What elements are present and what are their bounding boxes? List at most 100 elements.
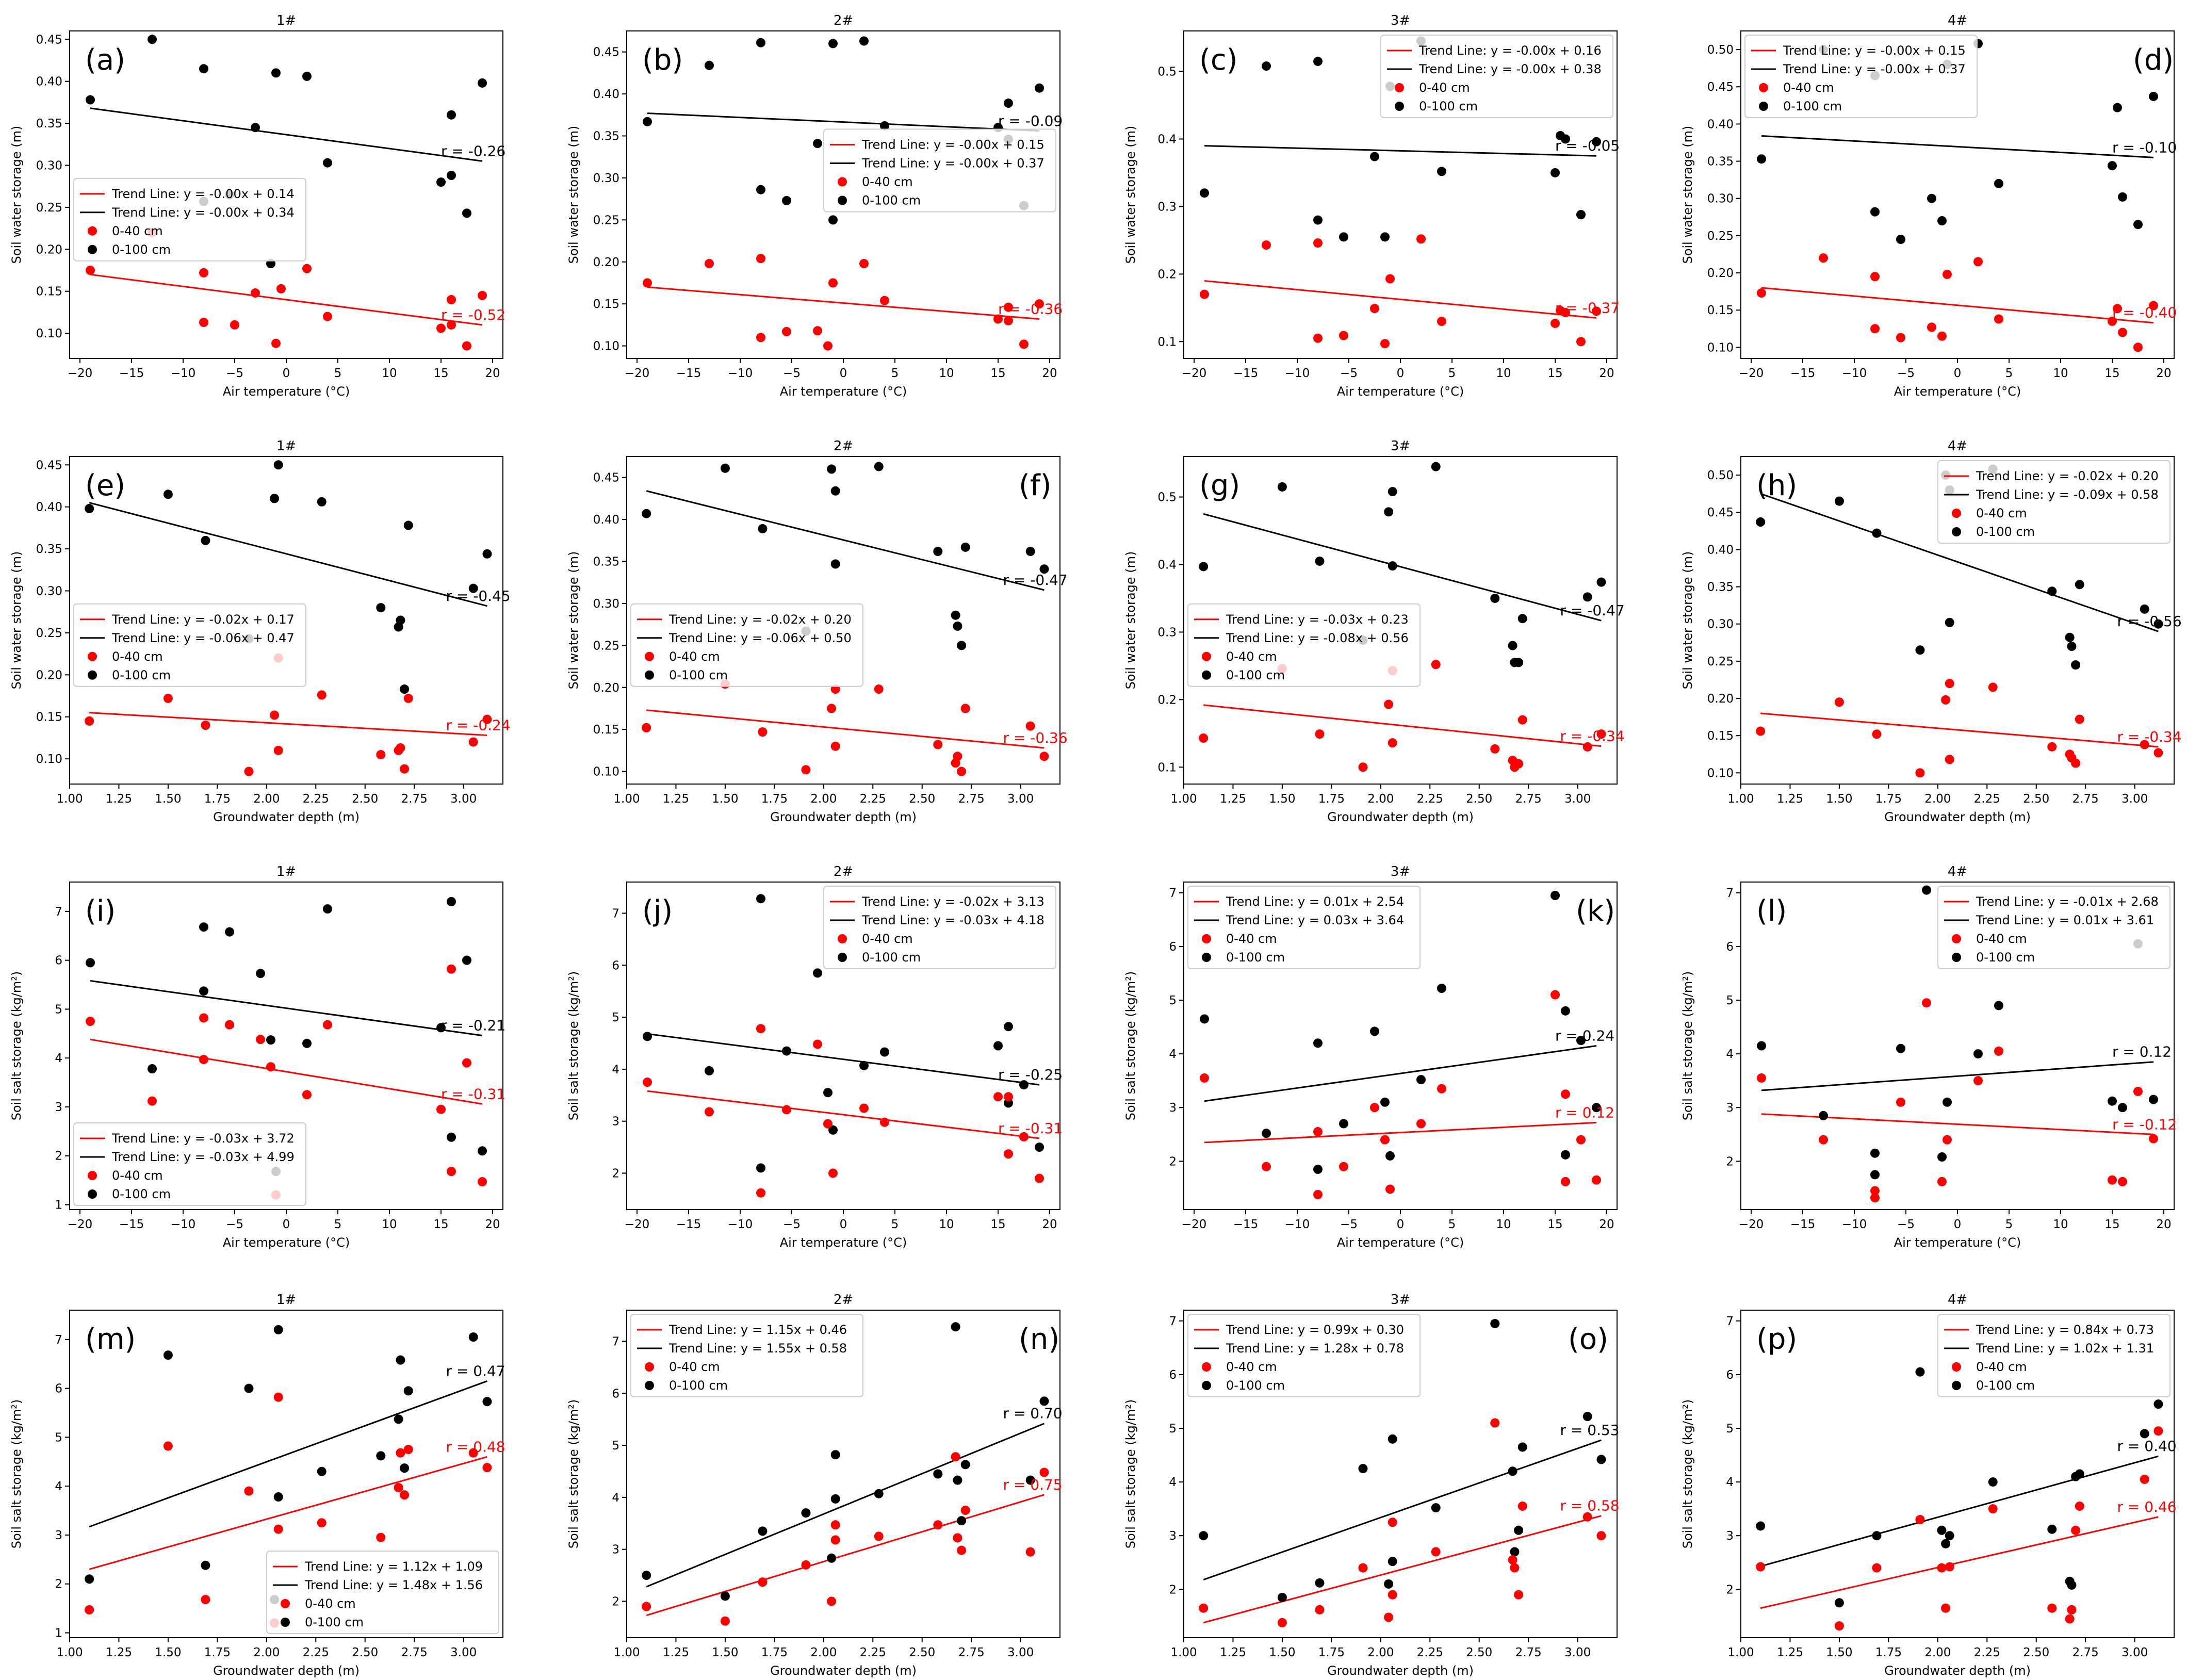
- point-shallow: [756, 254, 765, 264]
- point-shallow: [1019, 339, 1029, 349]
- y-tick-label: 7: [612, 1335, 619, 1348]
- point-shallow: [1199, 1603, 1209, 1613]
- legend-deep-swatch: [1952, 527, 1961, 536]
- legend-shallow-label: 0-40 cm: [862, 175, 913, 189]
- point-shallow: [1937, 1177, 1947, 1186]
- point-shallow: [1756, 1562, 1766, 1572]
- trend-line-deep: [89, 1380, 487, 1528]
- y-tick-label: 0.30: [1707, 192, 1734, 206]
- point-shallow: [1757, 1073, 1766, 1083]
- panel-f: 2# 1.00 1.25 1.50 1.75 2.00 2.25 2.50 2.75 3.00 0.…: [566, 438, 1068, 824]
- point-deep: [256, 969, 265, 978]
- x-tick-label: 2.00: [1924, 792, 1951, 806]
- x-axis-label: Air temperature (°C): [1894, 1235, 2021, 1250]
- point-deep: [244, 1383, 254, 1393]
- legend: Trend Line: y = 0.99x + 0.30 Trend Line: …: [1187, 1314, 1421, 1397]
- x-tick-label: 1.00: [56, 792, 83, 806]
- x-tick-label: 5: [2005, 1218, 2013, 1231]
- r-label-deep: r = 0.47: [446, 1362, 505, 1379]
- point-deep: [148, 1064, 157, 1074]
- point-shallow: [1915, 768, 1925, 778]
- point-shallow: [396, 1448, 405, 1458]
- r-label-deep: r = 0.12: [2112, 1043, 2172, 1061]
- x-tick-label: −5: [1897, 1218, 1915, 1231]
- y-axis-label: Soil water storage (m): [566, 126, 581, 264]
- point-shallow: [482, 714, 492, 724]
- legend-box: [1187, 886, 1421, 969]
- y-tick-label: 6: [1726, 940, 1734, 954]
- x-tick-label: −15: [119, 1218, 144, 1231]
- point-deep: [1388, 487, 1397, 497]
- x-tick-label: 10: [2053, 1218, 2068, 1231]
- point-deep: [1508, 641, 1517, 650]
- point-deep: [1994, 178, 2003, 188]
- point-deep: [953, 621, 962, 631]
- x-tick-label: 20: [2156, 1218, 2171, 1231]
- point-shallow: [199, 1013, 208, 1023]
- point-deep: [1943, 1097, 1952, 1107]
- point-deep: [1927, 193, 1936, 203]
- x-tick-label: 5: [334, 1218, 342, 1231]
- legend-deep-swatch: [838, 195, 847, 205]
- point-deep: [2149, 1095, 2158, 1104]
- x-tick-label: 2.50: [1466, 792, 1492, 806]
- point-deep: [2067, 642, 2077, 651]
- y-tick-label: 0.20: [36, 243, 62, 256]
- point-shallow: [447, 1167, 456, 1177]
- y-tick-label: 0.30: [593, 597, 619, 611]
- legend-trend-shallow-label: Trend Line: y = 0.01x + 2.54: [1226, 894, 1404, 909]
- legend-trend-shallow-label: Trend Line: y = -0.01x + 2.68: [1976, 894, 2159, 909]
- point-shallow: [957, 1545, 967, 1555]
- panel-letter: (l): [1756, 894, 1787, 928]
- point-shallow: [951, 1452, 960, 1462]
- point-deep: [148, 35, 157, 44]
- point-shallow: [1937, 331, 1947, 341]
- x-tick-label: 1.25: [1220, 1646, 1246, 1659]
- point-shallow: [400, 764, 410, 774]
- x-tick-label: 2.50: [909, 792, 935, 806]
- point-shallow: [720, 1616, 730, 1626]
- y-tick-label: 0.10: [36, 753, 62, 766]
- point-deep: [1870, 1170, 1880, 1180]
- x-axis-label: Air temperature (°C): [1337, 384, 1464, 399]
- point-shallow: [1388, 1590, 1397, 1600]
- legend: Trend Line: y = -0.03x + 3.72 Trend Line:…: [73, 1122, 306, 1206]
- point-deep: [1035, 1143, 1044, 1152]
- r-label-shallow: r = 0.75: [1003, 1476, 1062, 1493]
- point-deep: [1388, 1434, 1397, 1444]
- point-shallow: [2047, 1603, 2057, 1613]
- point-shallow: [1313, 333, 1323, 343]
- y-tick-label: 2: [1726, 1155, 1734, 1168]
- x-tick-label: 20: [1599, 367, 1614, 380]
- point-shallow: [163, 693, 173, 703]
- legend-trend-deep-label: Trend Line: y = -0.03x + 4.99: [111, 1150, 295, 1164]
- point-shallow: [2118, 1177, 2127, 1186]
- y-tick-label: 4: [1169, 1048, 1177, 1061]
- y-tick-label: 0.40: [36, 75, 62, 89]
- point-shallow: [2149, 1134, 2158, 1144]
- r-label-shallow: r = 0.48: [446, 1438, 505, 1455]
- legend-trend-deep-label: Trend Line: y = -0.00x + 0.38: [1418, 62, 1602, 76]
- point-deep: [1388, 1557, 1397, 1567]
- point-shallow: [642, 723, 651, 732]
- y-tick-label: 0.30: [593, 172, 619, 185]
- panel-letter: (f): [1019, 469, 1051, 502]
- y-tick-label: 7: [1169, 1315, 1177, 1328]
- trend-line-deep: [1760, 493, 2159, 632]
- point-deep: [2108, 1096, 2117, 1106]
- point-deep: [1870, 207, 1880, 217]
- point-shallow: [1490, 744, 1500, 754]
- point-deep: [1025, 546, 1035, 556]
- legend-deep-label: 0-100 cm: [112, 1187, 171, 1201]
- point-shallow: [1872, 729, 1882, 739]
- y-tick-label: 6: [55, 954, 62, 968]
- legend-trend-deep-label: Trend Line: y = 1.55x + 0.58: [668, 1341, 847, 1356]
- point-deep: [86, 958, 95, 968]
- y-tick-label: 5: [55, 1431, 62, 1444]
- point-deep: [1315, 556, 1325, 566]
- point-shallow: [993, 314, 1003, 324]
- legend-deep-label: 0-100 cm: [862, 193, 921, 208]
- legend-shallow-swatch: [1202, 934, 1211, 943]
- x-tick-label: 1.75: [1875, 1646, 1902, 1659]
- x-tick-label: 15: [1547, 367, 1562, 380]
